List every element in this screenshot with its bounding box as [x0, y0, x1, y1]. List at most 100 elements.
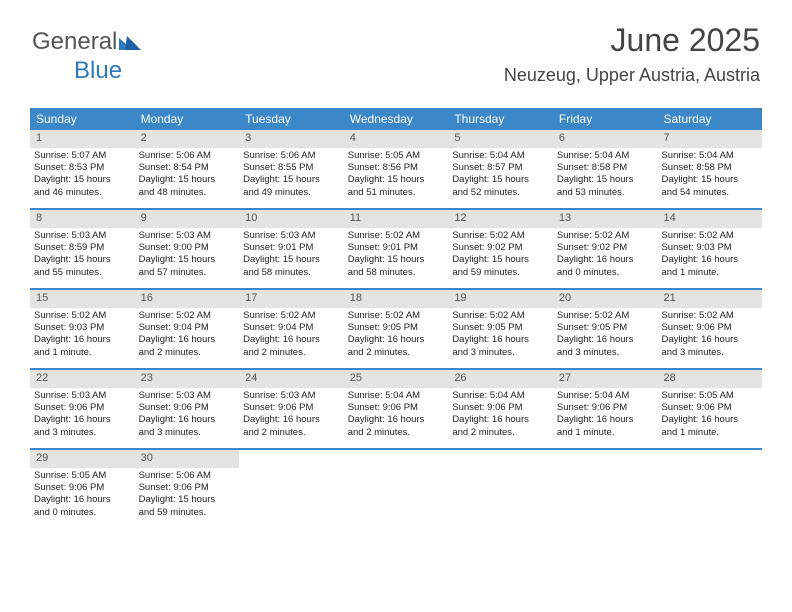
dow-header-row: SundayMondayTuesdayWednesdayThursdayFrid… [30, 108, 762, 130]
day-line: Sunrise: 5:04 AM [452, 390, 549, 402]
day-cell: 17Sunrise: 5:02 AMSunset: 9:04 PMDayligh… [239, 290, 344, 368]
day-line: Daylight: 15 hours [452, 174, 549, 186]
day-line: Sunset: 8:58 PM [661, 162, 758, 174]
day-line: Sunset: 8:59 PM [34, 242, 131, 254]
day-line: Sunrise: 5:04 AM [452, 150, 549, 162]
day-cell: 10Sunrise: 5:03 AMSunset: 9:01 PMDayligh… [239, 210, 344, 288]
day-line: Sunset: 9:04 PM [243, 322, 340, 334]
day-number: 26 [448, 370, 553, 388]
day-info: Sunrise: 5:04 AMSunset: 8:57 PMDaylight:… [452, 150, 549, 199]
day-line: and 2 minutes. [139, 347, 236, 359]
day-line: Sunset: 8:55 PM [243, 162, 340, 174]
day-line: Sunset: 9:01 PM [348, 242, 445, 254]
day-line: Sunrise: 5:02 AM [243, 310, 340, 322]
day-cell [657, 450, 762, 528]
day-info: Sunrise: 5:06 AMSunset: 9:06 PMDaylight:… [139, 470, 236, 519]
day-line: and 58 minutes. [243, 267, 340, 279]
dow-cell: Monday [135, 108, 240, 130]
day-line: Sunrise: 5:02 AM [348, 230, 445, 242]
day-line: and 49 minutes. [243, 187, 340, 199]
day-line: and 53 minutes. [557, 187, 654, 199]
day-line: Sunset: 9:06 PM [34, 402, 131, 414]
day-line: Sunset: 9:06 PM [348, 402, 445, 414]
day-line: and 3 minutes. [557, 347, 654, 359]
day-line: Sunrise: 5:03 AM [34, 390, 131, 402]
day-info: Sunrise: 5:02 AMSunset: 9:03 PMDaylight:… [661, 230, 758, 279]
day-line: Sunset: 9:05 PM [452, 322, 549, 334]
day-line: Daylight: 16 hours [348, 334, 445, 346]
day-cell: 29Sunrise: 5:05 AMSunset: 9:06 PMDayligh… [30, 450, 135, 528]
day-line: Sunset: 8:57 PM [452, 162, 549, 174]
day-line: Daylight: 16 hours [348, 414, 445, 426]
day-line: Sunrise: 5:03 AM [243, 390, 340, 402]
day-number: 12 [448, 210, 553, 228]
dow-cell: Saturday [657, 108, 762, 130]
day-line: Daylight: 15 hours [348, 254, 445, 266]
day-line: Daylight: 15 hours [139, 174, 236, 186]
day-number: 22 [30, 370, 135, 388]
day-line: and 2 minutes. [243, 347, 340, 359]
day-number: 21 [657, 290, 762, 308]
day-line: Sunset: 9:06 PM [661, 322, 758, 334]
day-line: Sunset: 9:05 PM [557, 322, 654, 334]
day-line: Sunset: 8:58 PM [557, 162, 654, 174]
day-cell: 16Sunrise: 5:02 AMSunset: 9:04 PMDayligh… [135, 290, 240, 368]
day-line: Sunset: 9:01 PM [243, 242, 340, 254]
day-line: Sunset: 9:04 PM [139, 322, 236, 334]
day-cell: 27Sunrise: 5:04 AMSunset: 9:06 PMDayligh… [553, 370, 658, 448]
day-line: and 59 minutes. [452, 267, 549, 279]
day-info: Sunrise: 5:03 AMSunset: 9:00 PMDaylight:… [139, 230, 236, 279]
day-cell [448, 450, 553, 528]
day-line: Sunset: 8:56 PM [348, 162, 445, 174]
day-cell: 18 Sunrise: 5:02 AMSunset: 9:05 PMDayligh… [344, 290, 449, 368]
day-cell: 3Sunrise: 5:06 AMSunset: 8:55 PMDaylight… [239, 130, 344, 208]
day-line: Sunrise: 5:04 AM [557, 150, 654, 162]
day-line: Sunrise: 5:02 AM [348, 310, 445, 322]
day-line: and 59 minutes. [139, 507, 236, 519]
day-info: Sunrise: 5:05 AMSunset: 8:56 PMDaylight:… [348, 150, 445, 199]
day-info: Sunrise: 5:03 AMSunset: 9:01 PMDaylight:… [243, 230, 340, 279]
day-line: Daylight: 16 hours [661, 254, 758, 266]
day-number: 27 [553, 370, 658, 388]
day-info: Sunrise: 5:03 AMSunset: 8:59 PMDaylight:… [34, 230, 131, 279]
week-row: 8Sunrise: 5:03 AMSunset: 8:59 PMDaylight… [30, 210, 762, 290]
day-line: Daylight: 16 hours [452, 334, 549, 346]
day-cell: 19Sunrise: 5:02 AMSunset: 9:05 PMDayligh… [448, 290, 553, 368]
day-line: Sunset: 9:06 PM [139, 402, 236, 414]
day-line: Daylight: 15 hours [34, 174, 131, 186]
day-line: and 3 minutes. [139, 427, 236, 439]
day-cell [553, 450, 658, 528]
dow-cell: Friday [553, 108, 658, 130]
day-line: Daylight: 16 hours [452, 414, 549, 426]
day-cell: 13Sunrise: 5:02 AMSunset: 9:02 PMDayligh… [553, 210, 658, 288]
dow-cell: Wednesday [344, 108, 449, 130]
day-line: and 2 minutes. [348, 347, 445, 359]
day-line: Daylight: 16 hours [139, 414, 236, 426]
day-number: 18 [344, 290, 449, 308]
day-number: 24 [239, 370, 344, 388]
day-info: Sunrise: 5:02 AMSunset: 9:05 PMDaylight:… [348, 310, 445, 359]
day-cell: 28Sunrise: 5:05 AMSunset: 9:06 PMDayligh… [657, 370, 762, 448]
day-line: Sunset: 8:54 PM [139, 162, 236, 174]
day-line: Sunset: 9:03 PM [661, 242, 758, 254]
day-line: Sunrise: 5:03 AM [243, 230, 340, 242]
day-cell: 21Sunrise: 5:02 AMSunset: 9:06 PMDayligh… [657, 290, 762, 368]
week-row: 1Sunrise: 5:07 AMSunset: 8:53 PMDaylight… [30, 130, 762, 210]
day-line: Sunrise: 5:04 AM [348, 390, 445, 402]
day-number: 16 [135, 290, 240, 308]
day-line: Sunset: 9:03 PM [34, 322, 131, 334]
day-cell: 14Sunrise: 5:02 AMSunset: 9:03 PMDayligh… [657, 210, 762, 288]
day-number: 17 [239, 290, 344, 308]
day-line: Daylight: 15 hours [348, 174, 445, 186]
day-number: 23 [135, 370, 240, 388]
day-line: Daylight: 15 hours [243, 254, 340, 266]
day-line: and 54 minutes. [661, 187, 758, 199]
day-line: and 1 minute. [661, 267, 758, 279]
day-cell: 6Sunrise: 5:04 AMSunset: 8:58 PMDaylight… [553, 130, 658, 208]
day-line: Daylight: 16 hours [557, 334, 654, 346]
day-line: Sunrise: 5:02 AM [452, 310, 549, 322]
day-info: Sunrise: 5:04 AMSunset: 8:58 PMDaylight:… [661, 150, 758, 199]
day-line: and 0 minutes. [34, 507, 131, 519]
day-line: and 1 minute. [661, 427, 758, 439]
day-number: 8 [30, 210, 135, 228]
